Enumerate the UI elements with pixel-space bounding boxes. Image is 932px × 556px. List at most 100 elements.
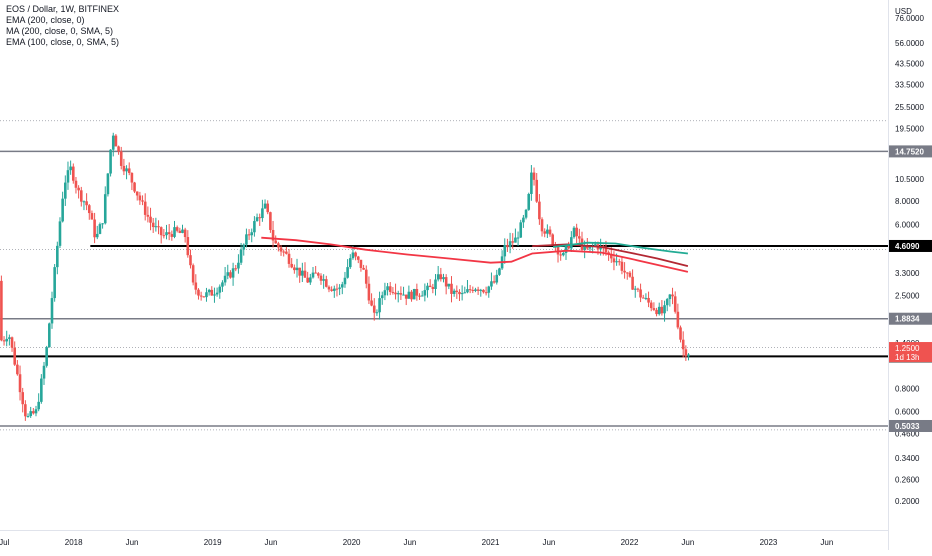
- candle-body: [237, 262, 240, 269]
- candle-body: [8, 337, 11, 339]
- candle-body: [135, 191, 139, 196]
- level-label: 1.8834: [895, 315, 920, 324]
- candle-body: [85, 201, 88, 206]
- candle-body: [277, 243, 280, 248]
- candle-body: [548, 229, 552, 235]
- candle-body: [282, 251, 285, 253]
- price-tick-label: 0.4600: [895, 429, 920, 438]
- candle-body: [383, 290, 387, 296]
- candle-body: [170, 234, 174, 237]
- candle-body: [157, 226, 160, 228]
- candle-body: [335, 288, 339, 290]
- price-tick-label: 2.5000: [895, 292, 920, 301]
- candle-body: [106, 173, 110, 195]
- candle-body: [362, 267, 365, 270]
- candle-body: [279, 247, 283, 252]
- candle-body: [559, 254, 562, 256]
- candle-body: [676, 311, 680, 328]
- time-tick-label: Jun: [820, 538, 833, 547]
- candle-body: [117, 146, 120, 152]
- candle-body: [444, 277, 448, 287]
- price-tick-label: 76.0000: [895, 14, 924, 23]
- candle-body: [391, 291, 395, 293]
- price-tick-label: 3.3000: [895, 269, 920, 278]
- price-tick-label: 56.0000: [895, 39, 924, 48]
- candle-body: [79, 190, 83, 202]
- candle-body: [628, 272, 632, 277]
- candle-body: [551, 234, 554, 245]
- candle-body: [450, 283, 453, 294]
- candle-body: [333, 288, 336, 291]
- legend-indicator-ema100[interactable]: EMA (100, close, 0, SMA, 5): [6, 37, 120, 47]
- candle-body: [95, 233, 99, 238]
- price-tick-label: 10.5000: [895, 175, 924, 184]
- candle-body: [45, 347, 48, 366]
- price-tick-label: 33.5000: [895, 81, 924, 90]
- candle-body: [641, 297, 645, 299]
- current-price-label: 1.2500: [895, 344, 920, 353]
- candle-body: [258, 217, 262, 219]
- price-tick-label: 6.0000: [895, 221, 920, 230]
- candle-body: [143, 201, 147, 215]
- candle-body: [130, 172, 134, 183]
- candle-body: [570, 237, 573, 249]
- candle-body: [159, 227, 163, 236]
- price-tick-label: 43.5000: [895, 59, 924, 68]
- candle-body: [348, 258, 352, 268]
- candle-body: [351, 252, 355, 259]
- candle-body: [101, 223, 104, 225]
- candle-body: [255, 217, 259, 222]
- price-chart[interactable]: [0, 0, 888, 530]
- legend-symbol[interactable]: EOS / Dollar, 1W, BITFINEX: [6, 4, 120, 14]
- candle-body: [607, 252, 610, 254]
- indicator-line: [532, 243, 689, 267]
- candle-body: [684, 349, 688, 357]
- candle-body: [133, 182, 136, 192]
- candle-body: [546, 229, 549, 234]
- candle-body: [330, 289, 333, 291]
- candle-body: [69, 166, 72, 171]
- candle-body: [665, 299, 669, 306]
- candle-body: [623, 270, 626, 273]
- candle-body: [567, 245, 570, 249]
- candle-body: [412, 288, 416, 300]
- time-axis[interactable]: Jul 2018 Jun 2019 Jun 2020 Jun 2021 Jun 2022 Jun 20…: [0, 530, 888, 551]
- candle-body: [418, 295, 421, 297]
- candle-body: [50, 298, 54, 324]
- candle-body: [2, 340, 6, 342]
- candle-body: [181, 229, 184, 233]
- candle-body: [540, 219, 544, 232]
- candle-body: [476, 289, 480, 291]
- candle-body: [346, 267, 349, 278]
- candle-body: [604, 248, 608, 253]
- candle-body: [367, 283, 371, 301]
- candle-body: [583, 246, 586, 250]
- candle-body: [93, 219, 96, 238]
- level-label-bg: [889, 312, 932, 325]
- chart-area[interactable]: EOS / Dollar, 1W, BITFINEX EMA (200, clo…: [0, 0, 888, 530]
- time-tick-label: 2023: [760, 538, 778, 547]
- candle-body: [612, 258, 616, 263]
- price-axis[interactable]: USD 76.0000 56.0000 43.5000 33.5000 25.5000 19…: [888, 0, 932, 550]
- candle-body: [468, 289, 472, 291]
- candle-body: [359, 259, 363, 268]
- candle-body: [594, 244, 597, 246]
- legend-indicator-ema200[interactable]: EMA (200, close, 0): [6, 15, 85, 25]
- candle-body: [490, 281, 493, 287]
- candle-body: [34, 409, 38, 414]
- candle-body: [322, 279, 325, 281]
- candle-body: [266, 203, 270, 213]
- candle-body: [532, 172, 536, 180]
- candle-body: [442, 277, 445, 280]
- candle-body: [261, 208, 264, 219]
- level-label-bg: [889, 239, 932, 252]
- legend-indicator-ma200[interactable]: MA (200, close, 0, SMA, 5): [6, 26, 114, 36]
- candle-body: [681, 339, 685, 350]
- candle-body: [194, 282, 198, 290]
- candle-body: [668, 294, 672, 300]
- candle-body: [229, 272, 232, 278]
- price-tick-label: 0.6000: [895, 408, 920, 417]
- candle-body: [679, 327, 682, 340]
- candle-body: [250, 232, 254, 236]
- candle-body: [660, 306, 664, 314]
